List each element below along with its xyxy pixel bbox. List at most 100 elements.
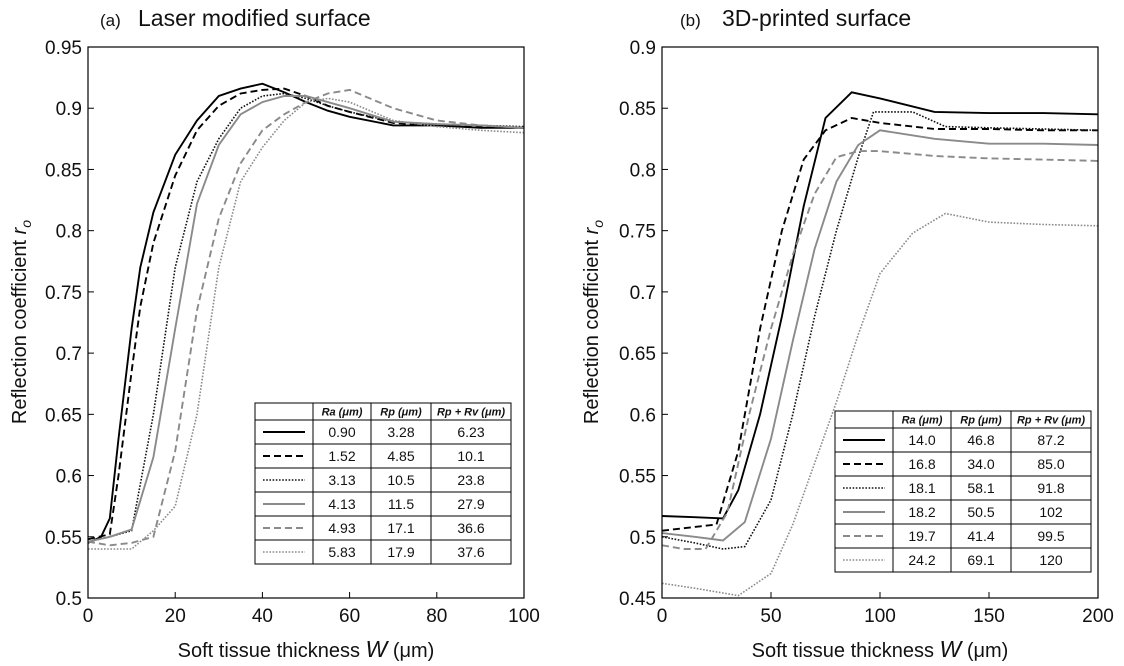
panel-b-legend-value: 18.1: [908, 480, 935, 496]
panel-a-y-tick-label: 0.65: [45, 405, 82, 426]
panel-a-x-tick-label: 20: [165, 606, 186, 627]
panel-b-legend-value: 46.8: [967, 432, 994, 448]
panel-b-series-line-2: [662, 117, 1098, 532]
panel-b-y-tick-label: 0.55: [619, 467, 656, 488]
panel-a-y-tick-label: 0.9: [56, 99, 82, 120]
panel-b-legend-value: 120: [1039, 552, 1063, 568]
panel-a-legend-value: 36.6: [457, 520, 484, 536]
panel-a-legend-value: 17.9: [387, 544, 414, 560]
panel-b-legend-header: Rp (μm): [960, 415, 1002, 427]
panel-b-series-line-4: [662, 129, 1098, 542]
panel-a-legend-value: 3.13: [328, 472, 355, 488]
panel-a-y-axis-title: Reflection coefficient ro: [9, 220, 34, 424]
panel-b-legend-value: 34.0: [967, 456, 994, 472]
panel-a-y-tick-label: 0.5: [56, 589, 82, 610]
panel-b-y-tick-label: 0.75: [619, 222, 656, 243]
panel-b-series-line-1: [662, 91, 1098, 520]
panel-b-y-tick-label: 0.7: [630, 283, 656, 304]
panel-b-x-tick-label: 0: [657, 606, 668, 627]
panel-b-legend-value: 102: [1039, 504, 1063, 520]
panel-a-xlabel: Soft tissue thickness W (μm): [178, 636, 435, 662]
panel-b-legend-value: 14.0: [908, 432, 935, 448]
panel-a: (a) Laser modified surface Reflection co…: [9, 5, 540, 662]
panel-b-x-tick-label: 50: [760, 606, 781, 627]
panel-b-y-tick-label: 0.5: [630, 528, 656, 549]
panel-b-legend-value: 19.7: [908, 528, 935, 544]
panel-b-legend-value: 41.4: [967, 528, 994, 544]
panel-b-legend-value: 87.2: [1037, 432, 1064, 448]
panel-b-legend-value: 18.2: [908, 504, 935, 520]
panel-a-y-tick-label: 0.7: [56, 344, 82, 365]
panel-a-legend-header: Ra (μm): [322, 407, 363, 419]
panel-a-legend-header: Rp (μm): [380, 407, 422, 419]
panel-b-y-tick-label: 0.9: [630, 38, 656, 59]
panel-a-x-tick-label: 100: [508, 606, 540, 627]
panel-a-ylabel: Reflection coefficient ro: [9, 220, 34, 424]
panel-b-legend-value: 58.1: [967, 480, 994, 496]
panel-b-y-axis-title: Reflection coefficient ro: [581, 220, 606, 424]
panel-b-legend-value: 91.8: [1037, 480, 1064, 496]
panel-b-x-tick-label: 200: [1082, 606, 1114, 627]
panel-b-x-tick-label: 100: [864, 606, 896, 627]
panel-a-x-tick-label: 40: [252, 606, 273, 627]
panel-b-legend-value: 24.2: [908, 552, 935, 568]
panel-a-legend-value: 10.5: [387, 472, 414, 488]
panel-a-series-group: [88, 82, 524, 550]
panel-a-tag: (a): [100, 11, 121, 30]
panel-a-legend: Ra (μm) Rp (μm) Rp + Rv (μm) 0.90 3.28 6.23 1.…: [254, 402, 512, 565]
panel-a-legend-value: 5.83: [328, 544, 355, 560]
panel-b-legend-box: [834, 410, 1092, 573]
panel-a-legend-value: 10.1: [457, 448, 484, 464]
panel-b-legend-value: 69.1: [967, 552, 994, 568]
panel-a-legend-value: 4.93: [328, 520, 355, 536]
panel-b-y-tick-label: 0.6: [630, 405, 656, 426]
panel-a-series-line-4: [88, 95, 524, 543]
panel-a-series-line-6: [88, 97, 524, 550]
panel-a-legend-value: 23.8: [457, 472, 484, 488]
panel-b-legend: Ra (μm) Rp (μm) Rp + Rv (μm) 14.0 46.8 87.2 16…: [834, 410, 1092, 573]
panel-a-ticks: 0 20 40 60 80 100 0.5 0.55 0.6 0.65 0.7 0.75 0.8 0.85…: [45, 38, 540, 627]
panel-b-legend-value: 99.5: [1037, 528, 1064, 544]
panel-b-ticks: 0 50 100 150 200 0.45 0.5 0.55 0.6 0.65 0.7 0.75 0.8…: [619, 38, 1114, 627]
panel-a-legend-value: 3.28: [387, 424, 414, 440]
panel-a-y-tick-label: 0.6: [56, 467, 82, 488]
panel-a-legend-value: 37.6: [457, 544, 484, 560]
panel-b-xlabel: Soft tissue thickness W (μm): [752, 636, 1009, 662]
panel-a-x-tick-label: 80: [426, 606, 447, 627]
panel-a-legend-box: [254, 402, 512, 565]
panel-b-y-tick-label: 0.65: [619, 344, 656, 365]
panel-b-legend-header: Rp + Rv (μm): [1017, 415, 1085, 427]
panel-b-series-group: [662, 91, 1098, 597]
panel-a-legend-value: 27.9: [457, 496, 484, 512]
panel-a-y-tick-label: 0.85: [45, 160, 82, 181]
panel-b-tag: (b): [680, 11, 701, 30]
panel-b-title: 3D-printed surface: [722, 5, 911, 31]
panel-a-y-tick-label: 0.95: [45, 38, 82, 59]
panel-a-x-tick-label: 60: [339, 606, 360, 627]
panel-b-y-tick-label: 0.85: [619, 99, 656, 120]
panel-a-legend-value: 0.90: [328, 424, 355, 440]
panel-a-legend-value: 4.13: [328, 496, 355, 512]
panel-b-ylabel: Reflection coefficient ro: [581, 220, 606, 424]
panel-b-y-tick-label: 0.45: [619, 589, 656, 610]
panel-a-legend-value: 1.52: [328, 448, 355, 464]
panel-a-y-tick-label: 0.8: [56, 222, 82, 243]
panel-b-series-line-5: [662, 150, 1098, 550]
panel-a-plot-frame: [87, 46, 525, 599]
panel-a-x-tick-label: 0: [83, 606, 94, 627]
panel-a-legend-value: 17.1: [387, 520, 414, 536]
panel-b-series-line-3: [662, 111, 1098, 550]
panel-a-series-line-1: [88, 82, 524, 544]
panel-a-y-tick-label: 0.55: [45, 528, 82, 549]
panel-b-x-tick-label: 150: [973, 606, 1005, 627]
panel-a-title: Laser modified surface: [138, 5, 371, 31]
panel-a-legend-value: 11.5: [388, 496, 414, 512]
panel-a-legend-value: 4.85: [387, 448, 414, 464]
panel-b-legend-value: 16.8: [908, 456, 935, 472]
panel-a-y-tick-label: 0.75: [45, 283, 82, 304]
panel-b-y-tick-label: 0.8: [630, 160, 656, 181]
panel-b-legend-header: Ra (μm): [902, 415, 943, 427]
panel-a-legend-header: Rp + Rv (μm): [437, 407, 505, 419]
panel-a-series-line-5: [88, 88, 524, 547]
